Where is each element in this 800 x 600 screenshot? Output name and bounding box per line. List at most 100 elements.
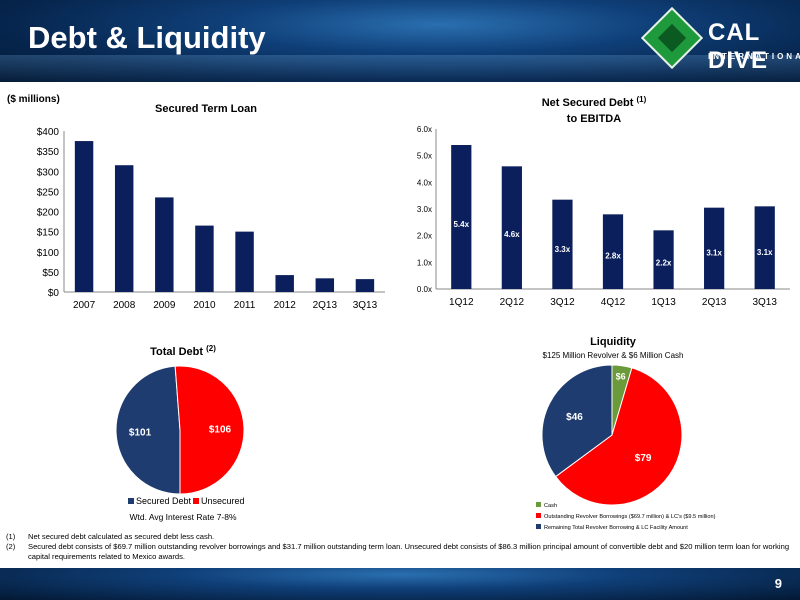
bar [451,145,472,289]
bar [275,275,294,292]
legend-label: Cash [544,503,557,509]
chart-title: Secured Term Loan [155,103,257,115]
pie-data-label: $46 [566,412,583,423]
y-tick-label: 2.0x [417,232,432,241]
x-tick-label: 2007 [73,300,96,311]
y-tick-label: 4.0x [417,178,432,187]
pie-slice [174,365,245,495]
chart-title-line2: to EBITDA [567,113,621,125]
footnote-text: Net secured debt calculated as secured d… [28,532,215,541]
x-tick-label: 3Q13 [752,297,777,308]
page-title: Debt & Liquidity [28,20,266,55]
bar [235,231,254,292]
company-logo: CAL DIVE INTERNATIONAL [640,6,800,76]
y-tick-label: 1.0x [417,258,432,267]
legend-label: Unsecured [201,496,245,506]
data-label: 5.4x [453,220,469,229]
bar [355,279,375,292]
legend-label: Remaining Total Revolver Borrowing & LC … [544,525,688,531]
logo-brand: CAL DIVE [708,19,769,74]
footnote-row: (1) Net secured debt calculated as secur… [6,532,796,542]
x-tick-label: 1Q13 [651,297,676,308]
pie-slice [541,364,613,478]
data-label: 3.3x [555,245,571,254]
page-number: 9 [774,576,782,591]
x-tick-label: 2Q12 [500,297,525,308]
y-tick-label: 6.0x [417,125,432,134]
y-tick-label: $300 [37,167,60,178]
pie-data-label: $101 [129,428,152,439]
footnote-text: Secured debt consists of $69.7 million o… [28,542,790,561]
x-tick-label: 2Q13 [313,300,338,311]
pie-data-label: $79 [635,453,652,464]
footnote-row: (2) Secured debt consists of $69.7 milli… [6,542,796,562]
pie-slice [554,367,683,506]
footnote-number: (1) [6,532,16,541]
data-label: 2.2x [656,259,672,268]
legend-swatch [128,498,134,504]
bar [195,225,214,292]
bar [704,207,725,289]
logo-subtitle: INTERNATIONAL [708,52,800,61]
x-tick-label: 2012 [274,300,297,311]
bar [315,278,335,292]
bar [114,165,134,292]
x-tick-label: 3Q13 [353,300,378,311]
y-tick-label: $200 [37,208,60,219]
bar [653,230,674,289]
legend-swatch [536,502,541,507]
data-label: 3.1x [757,248,773,257]
chart-title-superscript: (2) [206,344,216,353]
y-tick-label: 0.0x [417,285,432,294]
x-tick-label: 3Q12 [550,297,575,308]
data-label: 4.6x [504,230,520,239]
y-tick-label: $150 [37,228,60,239]
y-tick-label: $400 [37,127,60,138]
bar [602,214,624,289]
data-label: 3.1x [706,248,722,257]
x-tick-label: 4Q12 [601,297,626,308]
bar [155,197,174,292]
legend-label: Secured Debt [136,496,192,506]
chart-footnote: Wtd. Avg Interest Rate 7-8% [129,512,237,522]
x-tick-label: 2Q13 [702,297,727,308]
bar [552,199,573,289]
chart-title-superscript: (1) [636,95,646,104]
x-tick-label: 1Q12 [449,297,474,308]
total-debt-chart: Total Debt (2) $101 $106 Secured Debt Unsecu… [115,344,245,522]
legend-swatch [536,513,541,518]
x-tick-label: 2010 [193,300,216,311]
data-label: 2.8x [605,251,621,260]
footer-banner: 9 [0,568,800,600]
x-tick-label: 2008 [113,300,136,311]
bar [501,166,522,289]
chart-title: Liquidity [590,336,637,348]
bar [74,141,94,292]
units-label: ($ millions) [7,94,60,105]
chart-title: Total Debt (2) [150,344,216,358]
header-banner: Debt & Liquidity CAL DIVE INTERNATIONAL [0,0,800,82]
pie-slice [115,365,181,495]
legend-swatch [193,498,199,504]
chart-title: Net Secured Debt (1) [542,95,647,109]
pie-data-label: $6 [616,372,626,382]
y-tick-label: $350 [37,147,60,158]
y-tick-label: $250 [37,187,60,198]
secured-term-loan-chart: Secured Term Loan $0 $50 $100 $150 $200 $250 $3… [37,103,385,311]
y-tick-label: $0 [48,288,60,299]
x-tick-label: 2009 [153,300,176,311]
pie-data-label: $106 [209,424,232,435]
y-tick-label: $50 [42,268,59,279]
y-tick-label: $100 [37,248,60,259]
legend-label: Outstanding Revolver Borrowings ($69.7 m… [544,514,716,520]
footnotes: (1) Net secured debt calculated as secur… [6,532,796,562]
y-tick-label: 5.0x [417,152,432,161]
liquidity-chart: Liquidity $125 Million Revolver & $6 Mill… [536,336,716,531]
net-secured-debt-chart: Net Secured Debt (1) to EBITDA 0.0x 1.0x 2.0… [417,95,790,308]
bar [754,206,775,289]
chart-subtitle: $125 Million Revolver & $6 Million Cash [543,351,684,360]
footnote-number: (2) [6,542,16,551]
y-tick-label: 3.0x [417,205,432,214]
legend-swatch [536,524,541,529]
x-tick-label: 2011 [234,300,256,311]
